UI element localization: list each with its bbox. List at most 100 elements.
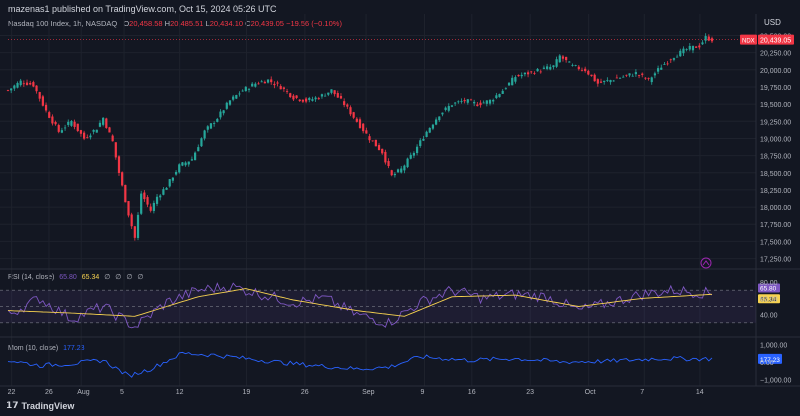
candle-body[interactable] [324,95,327,97]
candle-body[interactable] [691,45,695,51]
candle-body[interactable] [409,154,412,159]
candle-body[interactable] [660,67,663,70]
candle-body[interactable] [124,184,127,203]
candle-body[interactable] [301,99,305,102]
candle-body[interactable] [384,151,387,163]
candle-body[interactable] [507,82,511,86]
candle-body[interactable] [184,162,187,166]
candle-body[interactable] [193,152,197,161]
candle-body[interactable] [469,99,473,101]
candle-body[interactable] [568,61,571,63]
candle-body[interactable] [270,79,273,83]
candle-body[interactable] [95,129,98,133]
candle-body[interactable] [669,59,672,61]
candle-body[interactable] [463,100,466,102]
candle-body[interactable] [102,117,105,125]
candle-body[interactable] [343,101,346,106]
candle-body[interactable] [304,98,308,102]
candle-body[interactable] [149,206,152,211]
currency-label[interactable]: USD [764,18,781,27]
candle-body[interactable] [108,127,111,133]
candle-body[interactable] [190,159,194,161]
candle-body[interactable] [16,82,19,88]
candle-body[interactable] [178,164,181,173]
candle-body[interactable] [279,86,282,90]
candle-body[interactable] [140,193,143,214]
candle-body[interactable] [606,80,609,81]
candle-body[interactable] [641,73,644,75]
candle-body[interactable] [247,89,251,90]
candle-body[interactable] [308,97,311,100]
candle-body[interactable] [574,65,577,66]
candle-body[interactable] [10,88,13,91]
candle-body[interactable] [282,87,285,89]
candle-body[interactable] [577,66,580,70]
candle-body[interactable] [377,145,381,151]
candle-body[interactable] [533,73,536,74]
candle-body[interactable] [98,122,102,127]
candle-body[interactable] [146,197,149,205]
candle-body[interactable] [187,161,190,165]
candle-body[interactable] [174,171,178,175]
candle-body[interactable] [403,165,406,171]
candle-body[interactable] [29,82,32,85]
candle-body[interactable] [89,135,92,138]
candle-body[interactable] [44,104,48,111]
candle-body[interactable] [38,92,41,99]
candle-body[interactable] [485,100,488,104]
candle-body[interactable] [688,45,691,50]
candle-body[interactable] [609,80,612,83]
candle-body[interactable] [396,169,400,173]
candle-body[interactable] [266,79,270,83]
candle-body[interactable] [479,102,482,106]
candle-body[interactable] [492,99,495,102]
candle-body[interactable] [222,110,225,114]
momentum-line[interactable] [7,351,713,378]
candle-body[interactable] [171,177,175,181]
candle-body[interactable] [682,48,685,54]
candle-body[interactable] [70,121,73,126]
candle-body[interactable] [656,68,660,72]
candle-body[interactable] [6,90,10,91]
candle-body[interactable] [596,79,599,84]
candle-body[interactable] [327,92,330,95]
candle-body[interactable] [63,127,67,129]
candle-body[interactable] [206,126,209,130]
candle-body[interactable] [168,179,171,187]
candle-body[interactable] [358,119,362,128]
candle-body[interactable] [555,59,558,67]
candle-body[interactable] [181,162,184,166]
candle-body[interactable] [362,123,365,132]
candle-body[interactable] [590,74,593,77]
candle-body[interactable] [447,106,450,111]
candle-body[interactable] [152,202,155,211]
symbol-title[interactable]: Nasdaq 100 Index, 1h, NASDAQ [8,19,118,28]
candle-body[interactable] [663,63,666,65]
candle-body[interactable] [466,99,469,103]
candle-body[interactable] [580,69,584,71]
candle-body[interactable] [365,130,368,134]
candle-body[interactable] [390,170,393,176]
candle-body[interactable] [387,160,390,167]
candle-body[interactable] [200,138,203,147]
candle-body[interactable] [165,187,168,190]
candle-body[interactable] [381,148,384,154]
candle-body[interactable] [542,67,546,69]
candle-body[interactable] [695,46,698,48]
candle-body[interactable] [482,102,485,104]
candle-body[interactable] [48,112,51,118]
candle-body[interactable] [51,116,54,124]
candle-body[interactable] [406,158,409,168]
candle-body[interactable] [520,74,523,77]
candle-body[interactable] [232,96,235,100]
candle-body[interactable] [276,82,279,84]
candle-body[interactable] [450,105,454,107]
candle-body[interactable] [603,80,606,82]
candle-body[interactable] [539,71,542,73]
candle-body[interactable] [488,99,492,104]
candle-body[interactable] [355,118,358,122]
candle-body[interactable] [530,71,533,73]
candle-body[interactable] [412,152,416,156]
candle-body[interactable] [441,112,444,115]
candle-body[interactable] [622,76,625,78]
